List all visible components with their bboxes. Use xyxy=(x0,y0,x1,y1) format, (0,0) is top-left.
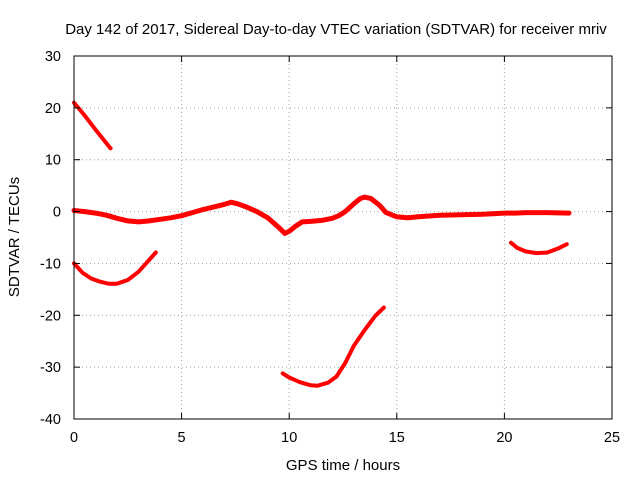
y-axis-title: SDTVAR / TECUs xyxy=(6,177,23,297)
y-tick-labels: -40 -30 -20 -10 0 10 20 30 xyxy=(40,49,61,428)
y-tick-label: -10 xyxy=(40,256,61,272)
series-line-track-5 xyxy=(508,240,569,256)
series-line-track-2 xyxy=(72,100,113,151)
y-tick-label: 0 xyxy=(53,205,61,221)
y-tick-label: -20 xyxy=(40,308,61,324)
y-tick-label: 20 xyxy=(45,101,61,117)
x-tick-labels: 0 5 10 15 20 25 xyxy=(70,430,620,446)
y-tick-label: -30 xyxy=(40,360,61,376)
chart-title: Day 142 of 2017, Sidereal Day-to-day VTE… xyxy=(65,21,607,38)
y-tick-label: -40 xyxy=(40,412,61,428)
series-line-track-main xyxy=(71,194,572,236)
x-tick-label: 15 xyxy=(389,430,405,446)
x-tick-label: 10 xyxy=(281,430,297,446)
x-tick-label: 0 xyxy=(70,430,78,446)
x-tick-label: 20 xyxy=(496,430,512,446)
y-tick-label: 30 xyxy=(45,49,61,65)
series-group xyxy=(71,100,572,388)
y-tick-label: 10 xyxy=(45,153,61,169)
x-tick-label: 5 xyxy=(178,430,186,446)
x-tick-label: 25 xyxy=(604,430,620,446)
grid xyxy=(74,56,612,419)
x-axis-title: GPS time / hours xyxy=(286,457,400,474)
series-line-track-4 xyxy=(280,305,386,388)
axis-ticks xyxy=(73,55,613,420)
plot-frame xyxy=(73,55,613,420)
series-line-track-3 xyxy=(72,250,158,286)
